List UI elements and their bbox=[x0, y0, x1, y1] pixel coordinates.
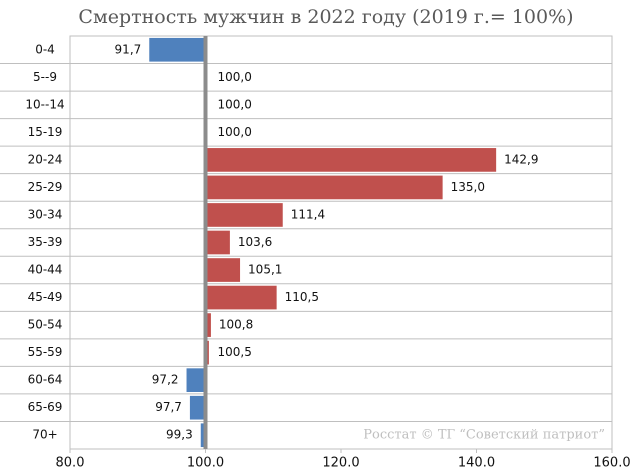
bar bbox=[205, 175, 443, 200]
row-separators bbox=[0, 63, 612, 422]
y-tick-label: 0-4 bbox=[35, 42, 55, 56]
value-label: 97,2 bbox=[152, 373, 179, 387]
y-tick-label: 50-54 bbox=[28, 318, 63, 332]
y-tick-label: 10--14 bbox=[25, 97, 64, 111]
x-tick-label: 100.0 bbox=[187, 456, 224, 469]
plot-frame bbox=[69, 35, 613, 450]
bar bbox=[200, 423, 206, 448]
y-tick-label: 35-39 bbox=[28, 235, 63, 249]
y-tick-label: 40-44 bbox=[28, 263, 63, 277]
value-label: 105,1 bbox=[248, 263, 282, 277]
value-label: 110,5 bbox=[285, 290, 319, 304]
value-label: 103,6 bbox=[238, 235, 272, 249]
x-tick-label: 120.0 bbox=[322, 456, 359, 469]
y-tick-label: 60-64 bbox=[28, 373, 63, 387]
value-label: 100,0 bbox=[218, 97, 252, 111]
value-label: 100,0 bbox=[218, 70, 252, 84]
y-tick-label: 55-59 bbox=[28, 345, 63, 359]
value-label: 100,5 bbox=[218, 345, 252, 359]
bar bbox=[205, 258, 241, 282]
y-tick-label: 65-69 bbox=[28, 400, 63, 414]
value-label: 142,9 bbox=[504, 152, 538, 166]
bars bbox=[149, 37, 497, 448]
bar bbox=[205, 203, 283, 227]
y-tick-label: 45-49 bbox=[28, 290, 63, 304]
bar bbox=[205, 313, 211, 337]
chart-title: Смертность мужчин в 2022 году (2019 г.= … bbox=[78, 6, 573, 28]
y-tick-label: 15-19 bbox=[28, 125, 63, 139]
y-tick-label: 5--9 bbox=[33, 70, 57, 84]
x-tick-label: 80.0 bbox=[56, 456, 85, 469]
bar bbox=[186, 368, 206, 393]
value-label: 135,0 bbox=[451, 180, 485, 194]
x-tick-label: 160.0 bbox=[593, 456, 630, 469]
value-label: 91,7 bbox=[115, 42, 142, 56]
value-label: 111,4 bbox=[291, 207, 325, 221]
bar bbox=[149, 37, 206, 62]
bar bbox=[189, 395, 206, 420]
x-tick-label: 140.0 bbox=[458, 456, 495, 469]
value-label: 100,8 bbox=[219, 318, 253, 332]
value-label: 99,3 bbox=[166, 428, 193, 442]
y-tick-label: 30-34 bbox=[28, 207, 63, 221]
bar bbox=[205, 230, 230, 255]
value-label: 97,7 bbox=[155, 400, 182, 414]
value-label: 100,0 bbox=[218, 125, 252, 139]
y-tick-label: 70+ bbox=[32, 428, 57, 442]
y-tick-label: 20-24 bbox=[28, 152, 63, 166]
bar bbox=[205, 285, 277, 310]
y-tick-label: 25-29 bbox=[28, 180, 63, 194]
bar bbox=[205, 148, 497, 172]
annotation: Росстат © ТГ “Советский патриот” bbox=[363, 428, 605, 443]
